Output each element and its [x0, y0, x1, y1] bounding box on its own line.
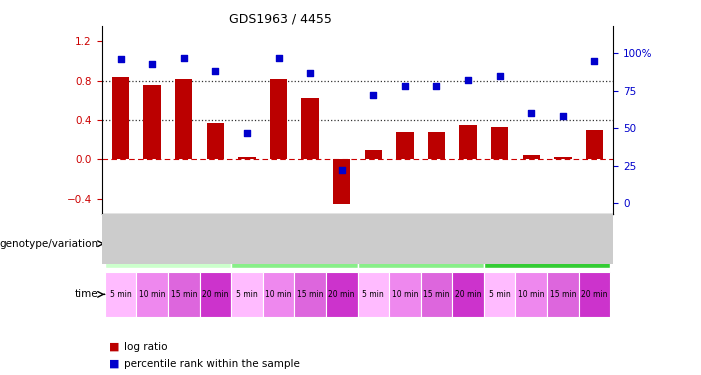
- Bar: [137, 272, 168, 317]
- Text: log ratio: log ratio: [124, 342, 168, 352]
- Bar: [207, 123, 224, 159]
- Text: 5 min: 5 min: [362, 290, 384, 299]
- Bar: [231, 219, 358, 268]
- Bar: [175, 78, 193, 159]
- Text: 5 min: 5 min: [489, 290, 510, 299]
- Bar: [231, 272, 263, 317]
- Bar: [105, 219, 231, 268]
- Bar: [396, 132, 414, 159]
- Text: 5 min: 5 min: [110, 290, 132, 299]
- Bar: [522, 154, 540, 159]
- Bar: [484, 272, 515, 317]
- Title: GDS1963 / 4455: GDS1963 / 4455: [229, 12, 332, 25]
- Bar: [491, 127, 508, 159]
- Text: dnaC mutant: dnaC mutant: [510, 239, 584, 249]
- Point: [336, 167, 347, 173]
- Point: [273, 55, 284, 61]
- Bar: [200, 272, 231, 317]
- Bar: [484, 219, 610, 268]
- Text: 5 min: 5 min: [236, 290, 258, 299]
- Text: 20 min: 20 min: [202, 290, 229, 299]
- Text: 15 min: 15 min: [297, 290, 323, 299]
- Point: [526, 110, 537, 116]
- Text: 20 min: 20 min: [581, 290, 608, 299]
- Bar: [365, 150, 382, 159]
- Text: 15 min: 15 min: [423, 290, 450, 299]
- Point: [241, 130, 252, 136]
- Text: 10 min: 10 min: [518, 290, 545, 299]
- Point: [147, 61, 158, 67]
- Point: [589, 58, 600, 64]
- Text: 20 min: 20 min: [329, 290, 355, 299]
- Text: 20 min: 20 min: [455, 290, 482, 299]
- Point: [210, 68, 221, 74]
- Point: [368, 93, 379, 99]
- Bar: [144, 86, 161, 159]
- Bar: [105, 272, 137, 317]
- Bar: [578, 272, 610, 317]
- Text: 10 min: 10 min: [265, 290, 292, 299]
- Text: 15 min: 15 min: [550, 290, 576, 299]
- Point: [463, 78, 474, 84]
- Bar: [554, 156, 571, 159]
- Text: 15 min: 15 min: [170, 290, 197, 299]
- Point: [431, 84, 442, 90]
- Text: percentile rank within the sample: percentile rank within the sample: [124, 359, 300, 369]
- Bar: [515, 272, 547, 317]
- Text: recA mutant: recA mutant: [259, 239, 329, 249]
- Point: [115, 56, 126, 62]
- Text: 10 min: 10 min: [392, 290, 418, 299]
- Bar: [294, 272, 326, 317]
- Bar: [263, 272, 294, 317]
- Text: ■: ■: [109, 359, 119, 369]
- Bar: [421, 272, 452, 317]
- Bar: [358, 272, 389, 317]
- Bar: [270, 78, 287, 159]
- Point: [494, 73, 505, 79]
- Bar: [586, 130, 603, 159]
- Bar: [428, 132, 445, 159]
- Bar: [547, 272, 578, 317]
- Bar: [238, 156, 256, 159]
- Point: [304, 70, 315, 76]
- Bar: [452, 272, 484, 317]
- Bar: [301, 98, 319, 159]
- Text: ■: ■: [109, 342, 119, 352]
- Bar: [333, 159, 350, 204]
- Bar: [326, 272, 358, 317]
- Text: time: time: [74, 290, 98, 299]
- Bar: [358, 219, 484, 268]
- Point: [400, 84, 411, 90]
- Bar: [389, 272, 421, 317]
- Point: [178, 55, 189, 61]
- Bar: [168, 272, 200, 317]
- Text: 10 min: 10 min: [139, 290, 165, 299]
- Text: genotype/variation: genotype/variation: [0, 239, 98, 249]
- Text: topA mutant: topA mutant: [386, 239, 456, 249]
- Bar: [459, 125, 477, 159]
- Point: [557, 113, 569, 119]
- Text: wild type: wild type: [142, 239, 193, 249]
- Bar: [112, 76, 129, 159]
